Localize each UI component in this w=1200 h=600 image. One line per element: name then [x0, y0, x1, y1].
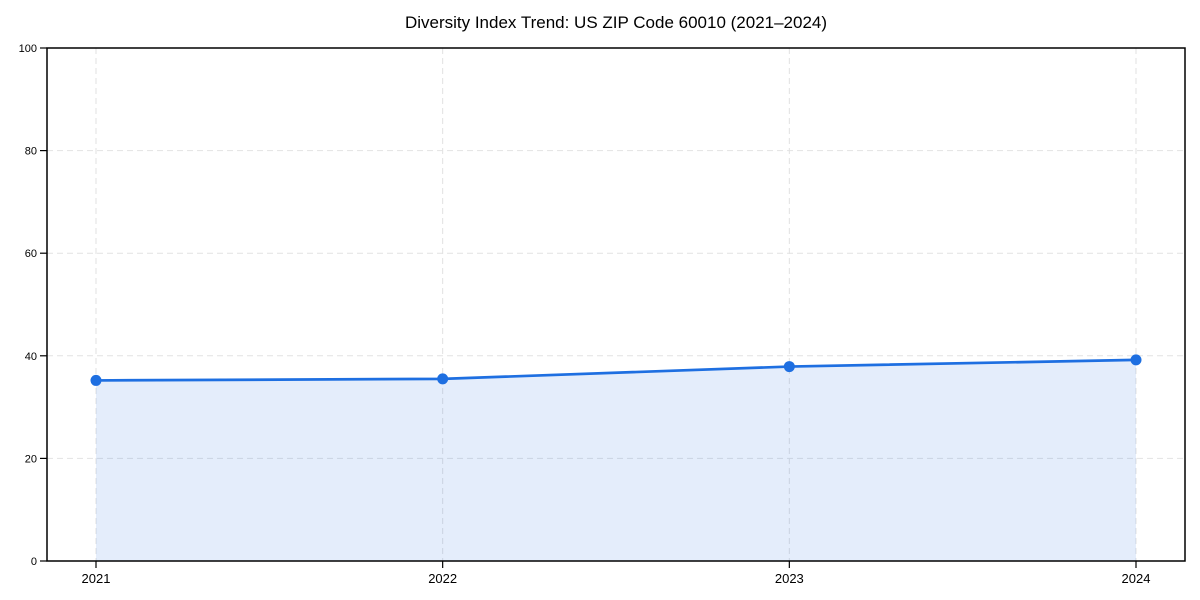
x-tick-label: 2021 — [82, 571, 111, 586]
y-tick-label: 40 — [25, 351, 37, 363]
data-point — [783, 361, 795, 373]
data-point — [90, 374, 102, 386]
x-tick-label: 2022 — [428, 571, 457, 586]
y-tick-label: 0 — [31, 556, 37, 568]
data-point — [1130, 354, 1142, 366]
chart-title: Diversity Index Trend: US ZIP Code 60010… — [404, 13, 828, 32]
y-tick-label: 20 — [25, 453, 37, 465]
x-tick-label: 2023 — [775, 571, 804, 586]
data-point — [437, 373, 449, 385]
area-fill — [96, 359, 1136, 561]
y-tick-label: 80 — [25, 146, 37, 158]
trend-line — [94, 358, 1138, 382]
y-tick-label: 100 — [19, 43, 37, 55]
axes-frame — [46, 47, 1186, 562]
x-tick-label: 2024 — [1122, 571, 1151, 586]
y-tick-label: 60 — [25, 248, 37, 260]
